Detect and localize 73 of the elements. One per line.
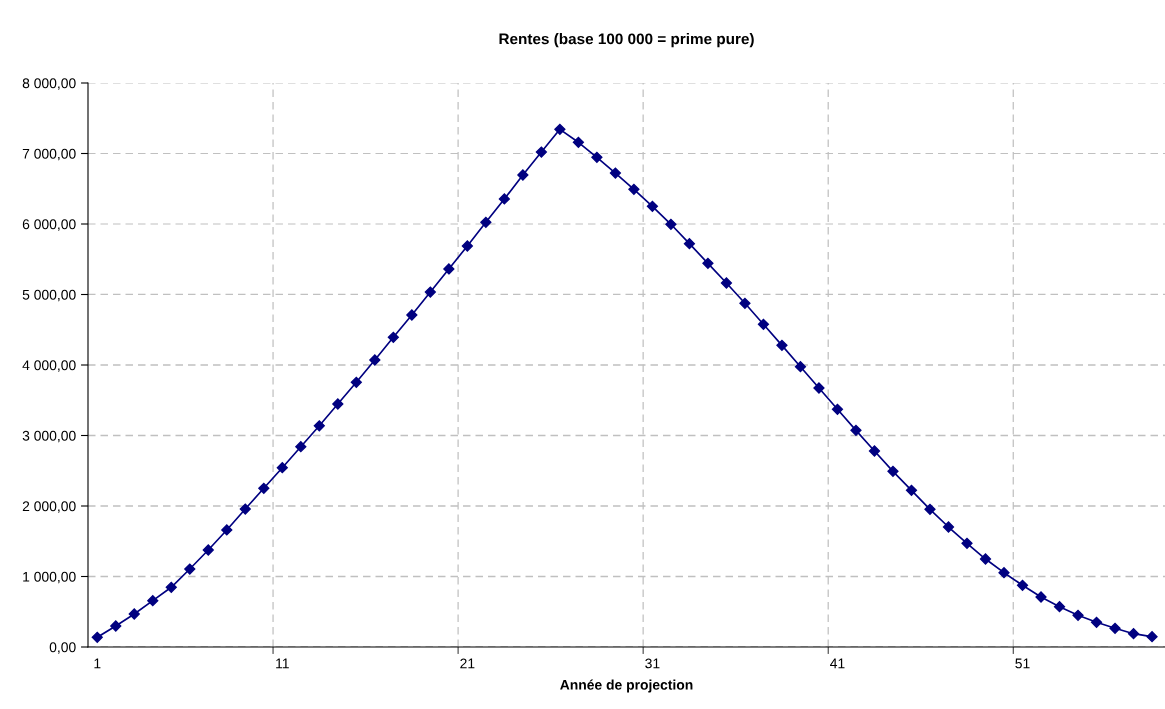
point — [258, 482, 270, 494]
point — [498, 193, 510, 205]
point — [276, 462, 288, 474]
point — [850, 424, 862, 436]
point — [221, 524, 233, 536]
y-tick-label: 2 000,00 — [22, 501, 76, 513]
point — [239, 503, 251, 515]
x-tick-label: 11 — [276, 658, 289, 669]
point — [295, 441, 307, 453]
point — [646, 200, 659, 212]
point — [609, 167, 622, 179]
point — [202, 544, 214, 556]
point — [1016, 579, 1029, 591]
y-tick-label: 3 000,00 — [22, 430, 76, 443]
x-tick-label: 31 — [645, 658, 660, 669]
point — [665, 218, 677, 230]
x-tick-label: 21 — [460, 658, 475, 669]
y-tick-label: 5 000,00 — [22, 289, 76, 302]
point — [739, 297, 751, 309]
y-tick-label: 4 000,00 — [22, 360, 76, 372]
point — [979, 553, 992, 565]
point — [554, 123, 566, 135]
y-tick-label: 1 000,00 — [23, 571, 76, 584]
point — [961, 537, 973, 549]
point — [332, 398, 344, 410]
point — [517, 169, 529, 181]
point — [1127, 628, 1140, 640]
point — [776, 339, 788, 351]
point — [591, 151, 603, 163]
point — [480, 216, 492, 228]
x-tick-label: 1 — [94, 658, 101, 669]
point — [184, 563, 196, 575]
point — [91, 631, 103, 643]
point — [794, 361, 807, 373]
point — [110, 620, 122, 632]
point — [1072, 609, 1084, 621]
x-axis-title: Année de projection — [560, 679, 693, 693]
point — [905, 484, 918, 496]
point — [683, 238, 696, 250]
point — [1053, 601, 1066, 613]
point — [535, 146, 547, 158]
y-tick-label: 0,00 — [49, 642, 76, 654]
point — [831, 403, 844, 415]
point — [461, 240, 473, 252]
x-tick-label: 51 — [1015, 658, 1030, 669]
point — [628, 183, 640, 195]
y-tick-label: 6 000,00 — [22, 219, 76, 231]
x-tick-label: 41 — [830, 658, 845, 669]
point — [702, 257, 714, 269]
point — [369, 354, 381, 366]
point — [406, 309, 418, 321]
point — [350, 376, 362, 388]
y-tick-label: 7 000,00 — [22, 148, 76, 161]
point — [942, 521, 955, 533]
point — [443, 263, 455, 275]
point — [1146, 631, 1158, 643]
point — [720, 277, 733, 289]
point — [424, 286, 436, 298]
point — [572, 136, 584, 148]
point — [313, 420, 325, 432]
point — [998, 567, 1010, 579]
chart-title: Rentes (base 100 000 = prime pure) — [499, 33, 754, 48]
point — [147, 595, 159, 607]
point — [868, 445, 881, 457]
point — [1109, 622, 1121, 634]
point — [757, 318, 770, 330]
point — [128, 608, 140, 620]
point — [165, 581, 177, 593]
y-tick-label: 8 000,00 — [22, 78, 76, 90]
point — [1090, 616, 1103, 628]
point — [887, 465, 899, 477]
point — [387, 331, 399, 343]
point — [924, 503, 936, 515]
